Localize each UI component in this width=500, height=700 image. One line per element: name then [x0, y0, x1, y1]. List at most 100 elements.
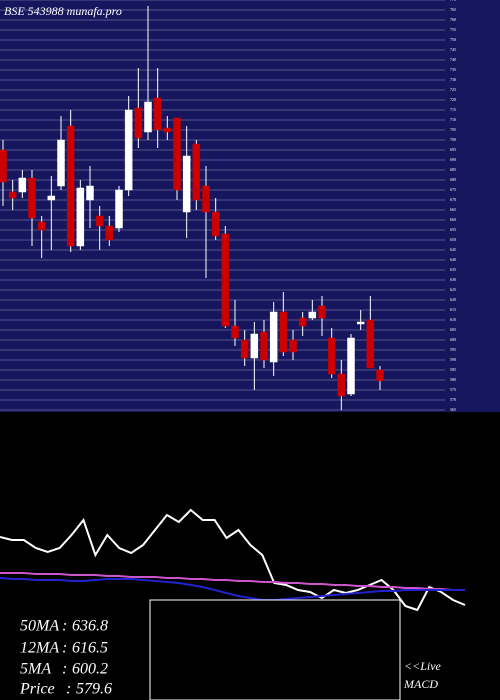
candle-body — [231, 325, 239, 339]
y-tick-label: 760 — [450, 17, 456, 22]
candle-body — [86, 185, 94, 201]
y-tick-label: 670 — [450, 197, 456, 202]
candle-body — [327, 337, 336, 375]
y-tick-label: 690 — [450, 157, 456, 162]
macd-box — [149, 599, 401, 700]
candle-body — [28, 177, 36, 219]
candle-body — [366, 319, 375, 369]
candle-body — [356, 321, 365, 325]
y-tick-label: 770 — [450, 0, 456, 2]
candle-body — [37, 221, 46, 231]
candle-body — [240, 339, 249, 359]
y-tick-label: 710 — [450, 117, 456, 122]
y-tick-label: 640 — [450, 257, 456, 262]
y-tick-label: 650 — [450, 237, 456, 242]
y-tick-label: 765 — [450, 7, 456, 12]
candle-body — [337, 373, 346, 397]
y-tick-label: 605 — [450, 327, 456, 332]
candle-body — [202, 185, 210, 213]
candle-body — [289, 339, 297, 353]
y-tick-label: 685 — [450, 167, 456, 172]
live-label: <<Live — [404, 659, 442, 673]
y-tick-label: 705 — [450, 127, 456, 132]
indicator-block: 50MA : 636.8 12MA : 616.5 5MA : 600.2 Pr… — [19, 618, 112, 698]
y-tick-label: 625 — [450, 287, 456, 292]
candle-body — [134, 107, 143, 139]
y-tick-label: 585 — [450, 367, 456, 372]
y-tick-label: 620 — [450, 297, 456, 302]
y-tick-label: 740 — [450, 57, 456, 62]
y-tick-label: 730 — [450, 77, 456, 82]
y-tick-label: 750 — [450, 37, 456, 42]
y-tick-label: 610 — [450, 317, 456, 322]
indicator-label: 12MA — [20, 640, 59, 657]
candle-body — [0, 149, 7, 183]
macd-label: MACD — [403, 677, 438, 691]
indicator-value: 616.5 — [72, 640, 108, 657]
indicator-value: 636.8 — [72, 618, 108, 635]
candle-body — [115, 189, 123, 229]
y-tick-label: 630 — [450, 277, 456, 282]
y-tick-label: 580 — [450, 377, 456, 382]
candle-body — [124, 109, 133, 191]
y-tick-label: 600 — [450, 337, 456, 342]
candle-body — [105, 225, 114, 241]
candle-body — [153, 97, 162, 131]
candle-body — [347, 337, 355, 395]
indicator-value: 579.6 — [76, 681, 112, 698]
candle-body — [95, 215, 104, 227]
y-tick-label: 595 — [450, 347, 456, 352]
y-tick-label: 615 — [450, 307, 456, 312]
indicator-label: Price — [19, 681, 55, 698]
y-tick-label: 680 — [450, 177, 456, 182]
candle-body — [260, 331, 268, 361]
candle-body — [318, 305, 326, 319]
candle-body — [18, 177, 27, 193]
candle-body — [221, 233, 230, 327]
candle-body — [308, 311, 317, 319]
y-tick-label: 590 — [450, 357, 456, 362]
y-tick-label: 675 — [450, 187, 456, 192]
y-tick-label: 635 — [450, 267, 456, 272]
separator: : — [62, 640, 67, 657]
candle-body — [250, 333, 259, 359]
y-tick-label: 755 — [450, 27, 456, 32]
separator: : — [66, 681, 71, 698]
candle-body — [211, 211, 220, 237]
y-tick-label: 720 — [450, 97, 456, 102]
y-tick-label: 565 — [450, 407, 456, 412]
candle-body — [182, 155, 191, 213]
candle-body — [144, 101, 152, 133]
indicator-line — [0, 508, 466, 612]
y-tick-label: 695 — [450, 147, 456, 152]
y-tick-label: 735 — [450, 67, 456, 72]
separator: : — [62, 618, 67, 635]
indicator-label: 50MA — [20, 618, 59, 635]
candle-body — [163, 127, 172, 133]
y-tick-label: 645 — [450, 247, 456, 252]
indicator-value: 600.2 — [72, 661, 108, 678]
indicator-label: 5MA — [20, 661, 51, 678]
y-tick-label: 700 — [450, 137, 456, 142]
candle-body — [173, 117, 181, 191]
indicator-line — [0, 572, 465, 591]
candle-body — [376, 369, 384, 382]
y-tick-label: 575 — [450, 387, 456, 392]
y-tick-label: 725 — [450, 87, 456, 92]
y-tick-label: 570 — [450, 397, 456, 402]
y-tick-label: 715 — [450, 107, 456, 112]
separator: : — [62, 661, 67, 678]
candle-body — [298, 317, 307, 327]
y-tick-label: 655 — [450, 227, 456, 232]
candle-body — [47, 195, 56, 201]
y-tick-label: 660 — [450, 217, 456, 222]
marks: 565 570 575 580 585 590 595 600 605 610 615 620 625 6… — [0, 0, 466, 662]
y-tick-label: 665 — [450, 207, 456, 212]
candle-body — [279, 311, 288, 353]
candle-body — [8, 191, 17, 199]
candle-body — [76, 187, 85, 247]
candle-body — [192, 143, 201, 201]
chart-title: BSE 543988 munafa.pro — [4, 4, 122, 18]
candle-body — [269, 311, 278, 363]
